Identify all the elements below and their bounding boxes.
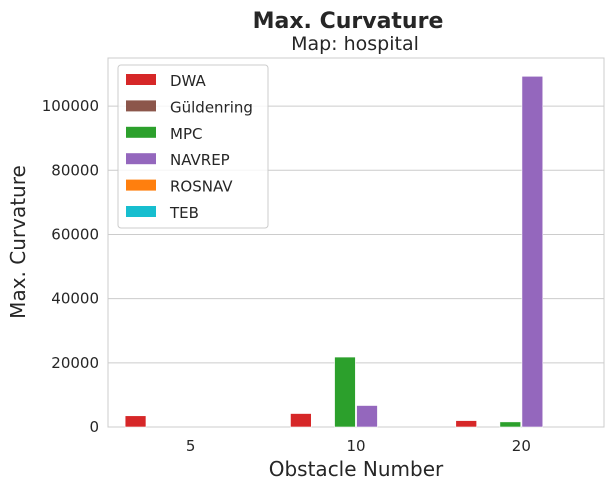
legend-swatch bbox=[126, 179, 156, 191]
legend-label: MPC bbox=[170, 125, 202, 143]
chart-title: Max. Curvature bbox=[253, 9, 444, 34]
bar-mpc-20 bbox=[499, 421, 522, 428]
legend-label: NAVREP bbox=[170, 151, 230, 169]
y-tick-label: 80000 bbox=[51, 161, 99, 179]
x-axis-label: Obstacle Number bbox=[269, 457, 444, 481]
bar-dwa-5 bbox=[124, 415, 147, 428]
bar-mpc-10 bbox=[334, 356, 356, 428]
legend: DWA Güldenring MPC NAVREP ROSNAV TEB bbox=[117, 64, 269, 229]
bar-dwa-10 bbox=[290, 413, 312, 428]
bar-navrep-20 bbox=[521, 75, 544, 428]
y-tick-label: 0 bbox=[89, 418, 99, 436]
legend-label: Güldenring bbox=[170, 98, 253, 116]
legend-swatch bbox=[126, 126, 156, 138]
legend-swatch bbox=[126, 74, 156, 85]
x-tick-label: 20 bbox=[512, 437, 531, 455]
legend-swatch bbox=[126, 206, 156, 217]
legend-swatch bbox=[126, 100, 156, 112]
y-tick-label: 60000 bbox=[51, 225, 99, 243]
plot-area-border bbox=[107, 57, 605, 428]
bar-navrep-10 bbox=[356, 405, 378, 428]
legend-label: TEB bbox=[169, 204, 199, 222]
bar-dwa-20 bbox=[455, 420, 477, 428]
y-tick-label: 20000 bbox=[51, 354, 99, 372]
y-axis-label: Max. Curvature bbox=[6, 165, 30, 319]
legend-swatch bbox=[126, 153, 156, 165]
bars bbox=[124, 75, 544, 428]
legend-label: DWA bbox=[170, 72, 207, 90]
legend-label: ROSNAV bbox=[170, 178, 233, 196]
x-tick-label: 10 bbox=[346, 437, 365, 455]
chart-subtitle: Map: hospital bbox=[291, 33, 419, 55]
y-tick-labels: 0 20000 40000 60000 80000 100000 bbox=[42, 97, 99, 436]
y-tick-label: 40000 bbox=[51, 290, 99, 308]
x-tick-label: 5 bbox=[186, 437, 196, 455]
y-tick-label: 100000 bbox=[42, 97, 99, 115]
x-tick-labels: 5 10 20 bbox=[186, 437, 531, 455]
